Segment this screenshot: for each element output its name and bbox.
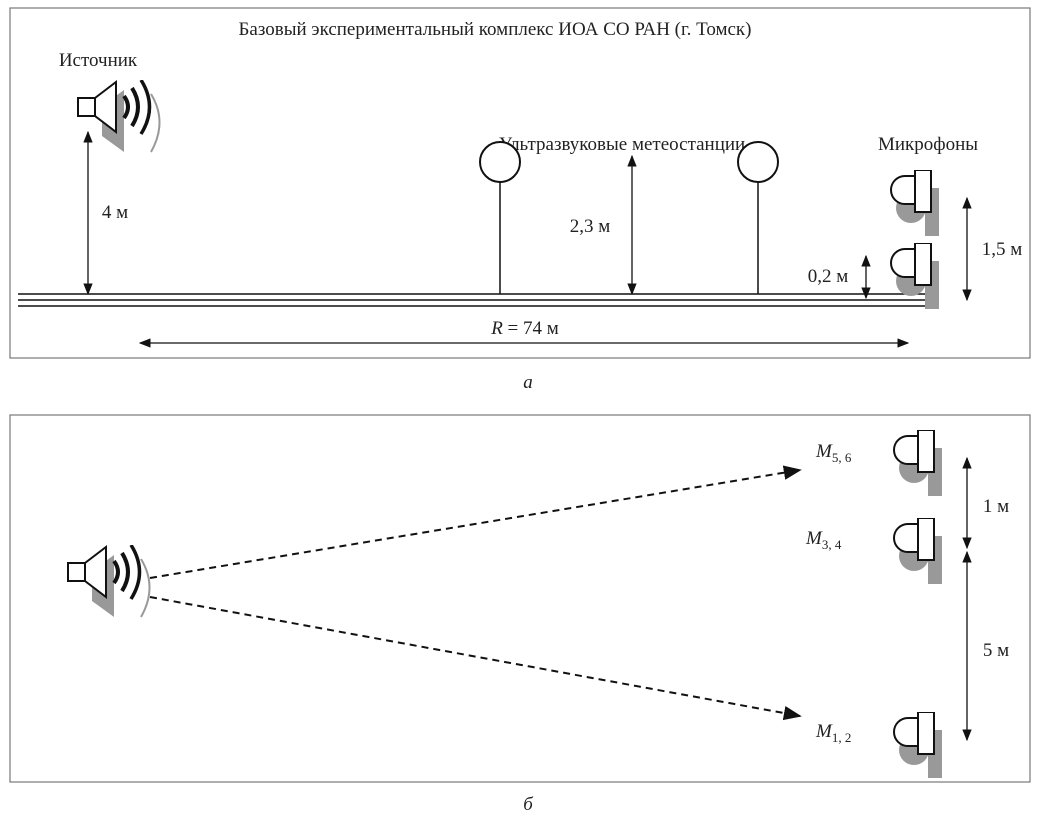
panel-b: M5, 6 M3, 4 M1, 2 1 м 5 м б [9,414,1031,815]
dimension-label: 4 м [102,202,128,223]
mic-symbol: M [815,441,833,462]
distance-symbol: R [490,318,503,339]
dimension-label: 1 м [983,496,1009,517]
mic-label: M3, 4 [805,528,842,552]
microphone [894,430,942,496]
mic-label: M5, 6 [815,441,852,465]
speaker [68,545,150,617]
caption: а [523,372,533,393]
panel-a: Базовый экспериментальный комплекс ИОА С… [9,7,1031,393]
microphones-label: Микрофоны [878,134,978,155]
mic-subscript: 1, 2 [832,730,852,745]
microphone [894,518,942,584]
panel-frame [9,414,1031,783]
mic-symbol: M [815,721,833,742]
title: Базовый экспериментальный комплекс ИОА С… [239,19,752,40]
dimension-label: 0,2 м [808,266,849,287]
dimension-label: 5 м [983,640,1009,661]
source-label: Источник [59,50,138,71]
dimension-label: 1,5 м [982,239,1023,260]
stations-label: Ультразвуковые метеостанции [499,134,745,155]
distance-label: R = 74 м [490,318,559,339]
panel-frame [9,7,1031,359]
microphone [891,243,939,309]
path-line [149,465,802,579]
mic-symbol: M [805,528,823,549]
distance-value: = 74 м [508,318,559,339]
microphone [891,170,939,236]
microphone [894,712,942,778]
dimension-label: 2,3 м [570,216,611,237]
mic-label: M1, 2 [815,721,851,745]
speaker [78,80,160,152]
mic-subscript: 3, 4 [822,537,842,552]
station [479,141,521,183]
caption: б [523,794,534,815]
path-line [149,596,802,721]
station [737,141,779,183]
mic-subscript: 5, 6 [832,450,852,465]
